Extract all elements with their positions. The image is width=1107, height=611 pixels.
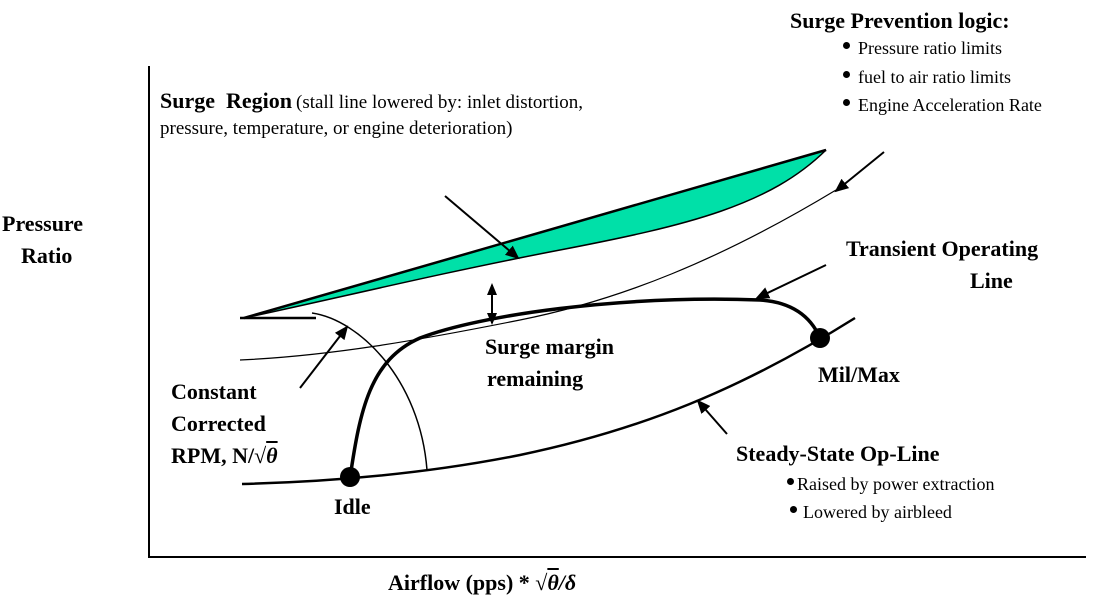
steady-state-arrow: [696, 399, 728, 435]
y-axis-label-1: Pressure: [2, 211, 84, 236]
rpm-label-1: Constant: [171, 379, 257, 404]
steady-state-title: Steady-State Op-Line: [736, 441, 940, 466]
transient-arrow: [755, 264, 827, 299]
transient-operating-line: [348, 297, 822, 479]
surge-prevention-line: [239, 189, 837, 361]
bullet-icon: [790, 506, 797, 514]
rpm-arrow: [299, 325, 349, 389]
stall-line: [243, 148, 827, 320]
bullet-icon: [843, 42, 850, 50]
surge-region-label: Surge Region (stall line lowered by: inl…: [160, 88, 583, 114]
surge-region-note-1: (stall line lowered by: inlet distortion…: [296, 92, 584, 113]
y-axis-label-2: Ratio: [21, 243, 73, 268]
steady-item-2: Lowered by airbleed: [790, 502, 952, 523]
sqrt-symbol: √: [254, 443, 267, 468]
bullet-icon: [843, 71, 850, 79]
steady-state-op-line: [241, 316, 856, 486]
surge-margin-label-1: Surge margin: [485, 334, 614, 359]
steady-item-1: Raised by power extraction: [787, 474, 994, 495]
surge-region-note-2: pressure, temperature, or engine deterio…: [160, 118, 513, 139]
milmax-label: Mil/Max: [818, 362, 900, 387]
surge-margin-label-2: remaining: [487, 366, 584, 391]
transient-label-2: Line: [970, 268, 1013, 293]
prevention-item-3: Engine Acceleration Rate: [843, 95, 1042, 116]
prevention-arrow: [834, 151, 885, 193]
bullet-icon: [787, 478, 794, 486]
surge-region-title: Surge Region: [160, 88, 292, 113]
x-axis-label: Airflow (pps) * √θ/δ: [388, 570, 576, 596]
constant-rpm-curve: [311, 312, 428, 471]
bullet-icon: [843, 99, 850, 107]
idle-point: [340, 467, 360, 487]
sqrt-symbol: √: [535, 570, 548, 595]
prevention-item-2: fuel to air ratio limits: [843, 67, 1011, 88]
x-axis-theta: θ: [547, 570, 559, 595]
idle-label: Idle: [334, 494, 371, 519]
rpm-label-3: RPM, N/√θ: [171, 443, 278, 469]
rpm-label-prefix: RPM, N/: [171, 443, 255, 468]
x-axis-delta: /δ: [558, 570, 577, 595]
surge-region-arrow: [444, 195, 520, 260]
surge-prevention-title: Surge Prevention logic:: [790, 8, 1010, 33]
transient-label-1: Transient Operating: [846, 236, 1039, 261]
milmax-point: [810, 328, 830, 348]
rpm-theta: θ: [266, 443, 278, 468]
rpm-label-2: Corrected: [171, 411, 266, 436]
prevention-item-1: Pressure ratio limits: [843, 38, 1002, 59]
x-axis-label-prefix: Airflow (pps) *: [388, 570, 536, 595]
